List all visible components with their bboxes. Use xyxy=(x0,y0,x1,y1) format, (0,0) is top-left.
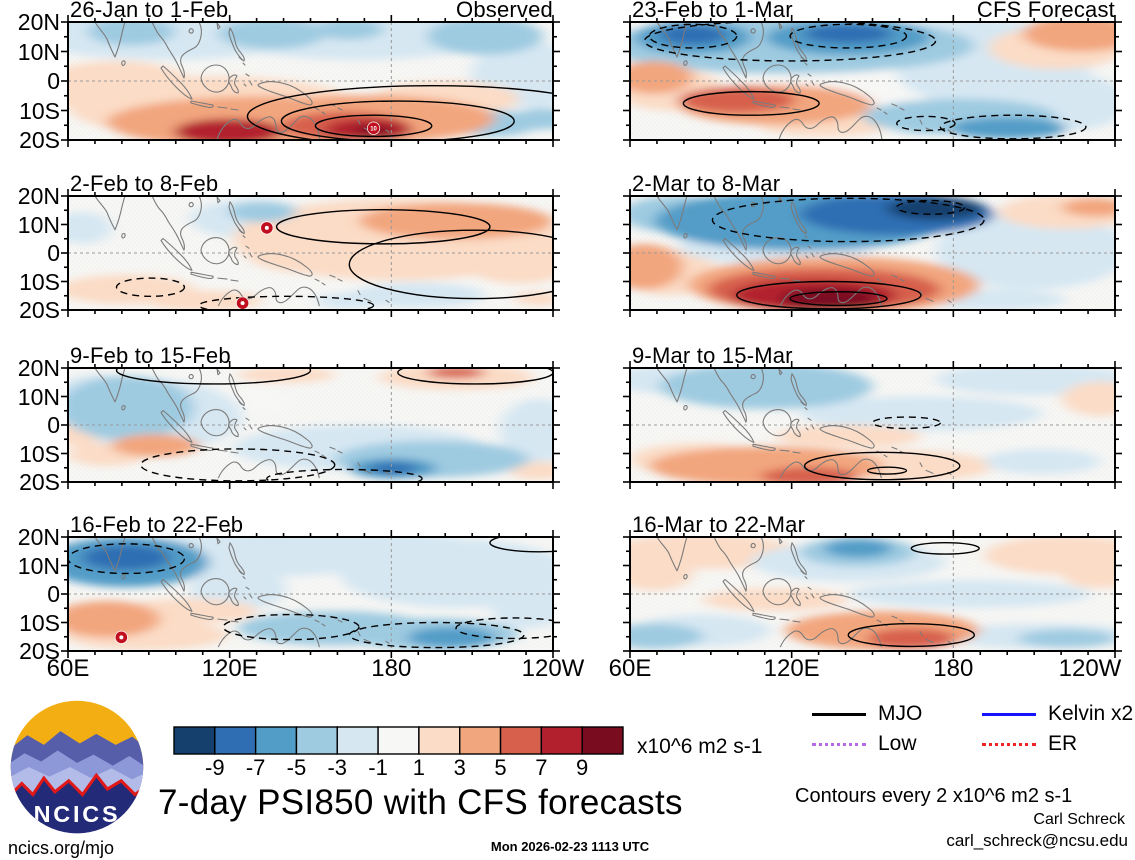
cyclone-icon xyxy=(236,296,250,310)
colorbar-tick-label: 1 xyxy=(412,755,426,780)
author-name: Carl Schreck xyxy=(1033,811,1125,828)
colorbar-tick-label: -3 xyxy=(327,755,348,780)
figure-title: 7-day PSI850 with CFS forecasts xyxy=(158,783,683,822)
author-email: carl_schreck@ncsu.edu xyxy=(946,831,1128,850)
x-tick-label: 60E xyxy=(46,655,90,682)
y-tick-label: 10S xyxy=(19,609,60,636)
map-forecast-week1 xyxy=(623,15,1122,147)
panel-title: 26-Jan to 1-Feb xyxy=(70,0,229,22)
y-tick-label: 10N xyxy=(17,552,60,579)
panel-title: 9-Feb to 15-Feb xyxy=(70,343,231,368)
legend-label: Kelvin x2 xyxy=(1048,702,1134,725)
colorbar-tick-label: -5 xyxy=(286,755,307,780)
panel-title: 9-Mar to 15-Mar xyxy=(632,343,793,368)
column-heading-observed: Observed xyxy=(456,0,553,22)
y-tick-label: 10N xyxy=(17,211,60,238)
y-tick-label: 10S xyxy=(19,97,60,124)
panel-head-forecast-week1: 23-Feb to 1-Mar CFS Forecast xyxy=(632,0,1115,22)
colorbar-units-label: x10^6 m2 s-1 xyxy=(637,735,763,758)
site-url: ncics.org/mjo xyxy=(8,838,115,858)
panel-title: 23-Feb to 1-Mar xyxy=(632,0,793,22)
panel-head-observed-week4: 16-Feb to 22-Feb xyxy=(70,513,553,537)
contour-interval-note: Contours every 2 x10^6 m2 s-1 xyxy=(795,785,1073,807)
panel-head-forecast-week2: 2-Mar to 8-Mar xyxy=(632,172,1115,196)
y-tick-label: 10N xyxy=(17,383,60,410)
colorbar-tick-label: 9 xyxy=(576,755,589,780)
colorbar-tick-label: -7 xyxy=(245,755,266,780)
y-tick-label: 0 xyxy=(47,68,60,94)
y-tick-label: 0 xyxy=(47,412,60,438)
generation-timestamp: Mon 2026-02-23 1113 UTC xyxy=(490,839,650,854)
x-tick-label: 60E xyxy=(608,655,652,682)
panel-title: 2-Feb to 8-Feb xyxy=(70,171,219,196)
x-tick-label: 180 xyxy=(933,655,974,682)
axis-ticks xyxy=(61,361,560,489)
cyclone-icon xyxy=(114,630,128,644)
panel-title: 2-Mar to 8-Mar xyxy=(632,171,781,196)
y-tick-label: 10S xyxy=(19,268,60,295)
legend-label: Low xyxy=(878,732,917,755)
panel-head-observed-week3: 9-Feb to 15-Feb xyxy=(70,344,553,368)
colorbar-tick-label: -1 xyxy=(368,755,388,780)
ncics-logo-image: NCICS xyxy=(10,700,144,834)
map-observed-week1: 10 xyxy=(61,15,560,147)
legend-line-swatch xyxy=(812,742,866,746)
logo-red-line xyxy=(10,772,144,799)
legend-item-low: Low xyxy=(812,732,917,756)
legend-item-er: ER xyxy=(982,732,1077,756)
panel-title: 16-Feb to 22-Feb xyxy=(70,512,244,537)
logo-ridge-front xyxy=(10,775,144,834)
colorbar-tick-label: -9 xyxy=(205,755,225,780)
cyclone-icon: 10 xyxy=(366,121,381,135)
map-forecast-week4 xyxy=(623,530,1122,658)
colorbar-tick-label: 7 xyxy=(535,755,548,780)
x-tick-label: 120W xyxy=(1058,655,1122,682)
x-tick-label: 120W xyxy=(521,655,585,682)
map-observed-week4 xyxy=(61,530,560,658)
panel-title: 16-Mar to 22-Mar xyxy=(632,512,806,537)
legend-label: ER xyxy=(1048,732,1078,755)
map-observed-week2 xyxy=(61,189,560,317)
panel-head-observed-week2: 2-Feb to 8-Feb xyxy=(70,172,553,196)
logo-text: NCICS xyxy=(34,801,121,827)
x-tick-label: 120E xyxy=(763,655,820,682)
svg-text:10: 10 xyxy=(370,126,377,132)
y-tick-label: 10N xyxy=(17,38,60,65)
cyclone-icon xyxy=(260,221,274,235)
ncics-logo: NCICS xyxy=(8,697,146,837)
map-observed-week3 xyxy=(61,361,560,489)
x-tick-label: 180 xyxy=(371,655,412,682)
column-heading-forecast: CFS Forecast xyxy=(976,0,1115,22)
y-tick-label: 20N xyxy=(17,183,60,209)
legend-line-swatch xyxy=(982,712,1036,716)
panel-head-forecast-week4: 16-Mar to 22-Mar xyxy=(632,513,1115,537)
legend-item-mjo: MJO xyxy=(812,702,922,726)
map-forecast-week2 xyxy=(623,189,1122,317)
y-tick-label: 20S xyxy=(19,297,60,323)
y-tick-label: 0 xyxy=(47,581,60,607)
legend-line-swatch xyxy=(812,712,866,716)
panel-head-observed-week1: 26-Jan to 1-Feb Observed xyxy=(70,0,553,22)
y-tick-label: 0 xyxy=(47,240,60,266)
colorbar xyxy=(173,726,624,755)
legend-label: MJO xyxy=(878,702,923,725)
y-tick-label: 20N xyxy=(17,355,60,381)
y-tick-label: 20N xyxy=(17,9,60,35)
y-tick-label: 20S xyxy=(19,469,60,495)
colorbar-tick-label: 5 xyxy=(494,755,507,780)
y-tick-label: 20N xyxy=(17,524,60,550)
y-tick-label: 10S xyxy=(19,440,60,467)
colorbar-tick-label: 3 xyxy=(453,755,466,780)
y-tick-label: 20S xyxy=(19,638,60,664)
y-tick-label: 20S xyxy=(19,127,60,153)
panel-head-forecast-week3: 9-Mar to 15-Mar xyxy=(632,344,1115,368)
legend-line-swatch xyxy=(982,742,1036,746)
map-forecast-week3 xyxy=(623,361,1122,489)
x-tick-label: 120E xyxy=(201,655,258,682)
legend-item-kelvin-x2: Kelvin x2 xyxy=(982,702,1133,726)
